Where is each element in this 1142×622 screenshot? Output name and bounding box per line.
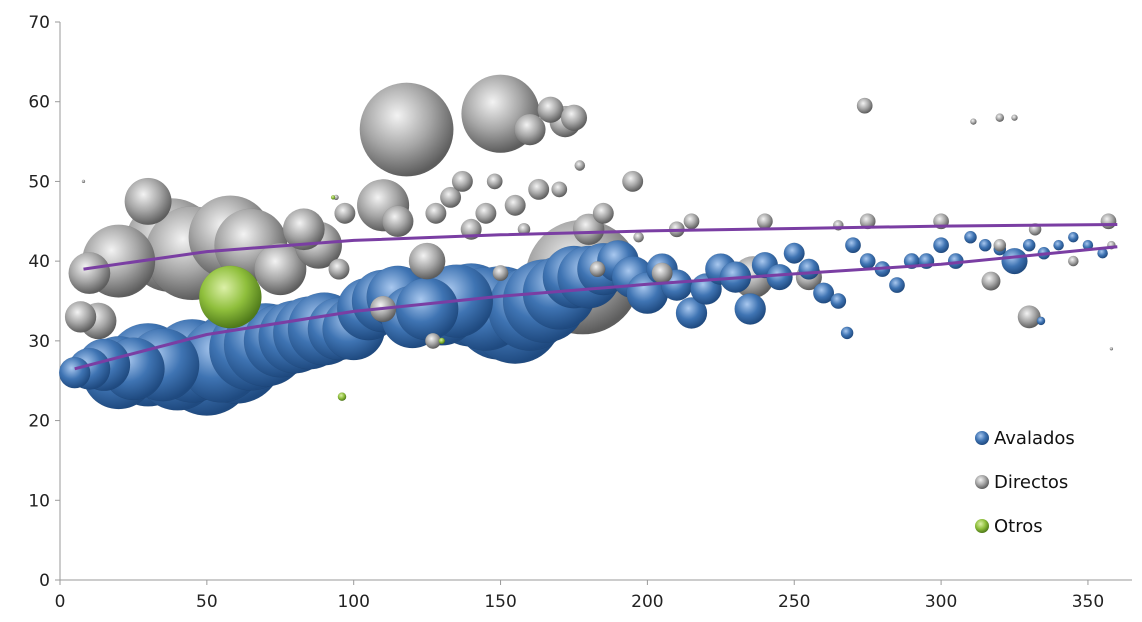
bubble-directos [282, 208, 325, 251]
x-tick-label: 150 [484, 592, 516, 612]
bubble-directos [514, 113, 546, 146]
x-tick-label: 350 [1072, 592, 1104, 612]
bubble-avalados [1053, 239, 1065, 251]
bubble-directos [492, 265, 509, 282]
bubble-directos [475, 202, 497, 224]
bubble-directos [560, 104, 588, 131]
bubble-directos [592, 202, 614, 224]
bubble-directos [551, 181, 568, 198]
bubble-avalados [888, 277, 906, 294]
bubble-directos [381, 205, 414, 238]
x-tick-label: 100 [337, 592, 369, 612]
x-tick-label: 300 [925, 592, 957, 612]
bubble-directos [537, 96, 564, 123]
legend-marker-avalados [975, 431, 989, 445]
bubble-avalados [978, 238, 992, 252]
bubble-avalados [1001, 247, 1028, 275]
bubble-directos [970, 118, 977, 125]
bubble-avalados [1036, 316, 1046, 326]
bubble-avalados [798, 258, 820, 280]
bubble-directos [64, 301, 97, 333]
bubble-avalados [1067, 231, 1079, 243]
bubble-otros [330, 195, 336, 200]
bubble-avalados [812, 282, 835, 304]
legend-label-otros: Otros [994, 516, 1043, 537]
y-tick-label: 20 [28, 412, 50, 432]
bubble-directos [622, 170, 644, 193]
x-tick-label: 200 [631, 592, 663, 612]
bubble-avalados [1022, 238, 1036, 252]
bubble-directos [425, 202, 447, 224]
bubble-directos [1109, 346, 1114, 351]
bubble-directos [756, 213, 773, 230]
bubble-directos [328, 258, 350, 280]
trendlines [74, 223, 1118, 371]
bubble-directos [589, 261, 606, 278]
bubble-directos [1100, 213, 1117, 230]
bubble-directos [124, 177, 172, 226]
bubble-avalados [734, 293, 767, 325]
bubble-directos [408, 242, 446, 280]
legend: Avalados Directos Otros [975, 428, 1075, 537]
trendline-avalados [74, 245, 1118, 371]
y-tick-label: 60 [28, 93, 50, 113]
y-tick-label: 50 [28, 172, 50, 192]
bubble-directos [572, 213, 605, 246]
bubble-directos [574, 160, 586, 171]
bubble-avalados [395, 277, 459, 341]
bubble-directos [859, 213, 876, 230]
legend-label-avalados: Avalados [994, 428, 1075, 449]
bubble-directos [981, 271, 1001, 291]
bubble-avalados [964, 230, 977, 244]
bubble-directos [651, 262, 673, 284]
y-tick-label: 70 [28, 13, 50, 33]
bubble-otros [337, 392, 347, 402]
bubble-directos [254, 242, 307, 296]
bubble-avalados [675, 297, 708, 329]
bubble-directos [451, 170, 474, 193]
trendline-directos [83, 223, 1118, 271]
bubble-directos [993, 238, 1007, 252]
legend-marker-otros [975, 519, 989, 533]
bubble-avalados [844, 237, 862, 254]
bubble-directos [334, 202, 356, 224]
bubble-otros [438, 337, 446, 345]
bubble-directos [439, 186, 462, 209]
bubble-avalados [840, 326, 854, 340]
x-tick-label: 250 [778, 592, 810, 612]
bubble-directos [68, 252, 111, 295]
y-tick-label: 0 [39, 571, 50, 591]
bubble-directos [81, 179, 86, 184]
bubble-avalados [58, 356, 91, 389]
bubble-avalados [933, 237, 950, 254]
x-tick-label: 50 [196, 592, 218, 612]
bubble-avalados [783, 242, 805, 264]
bubble-directos [528, 178, 550, 201]
bubble-directos [1011, 114, 1018, 122]
bubble-avalados [859, 253, 876, 270]
bubble-directos [359, 82, 454, 177]
bubble-directos [683, 213, 700, 230]
bubble-directos [856, 97, 873, 114]
bubble-avalados [766, 263, 793, 291]
y-tick-label: 30 [28, 332, 50, 352]
bubbles [58, 74, 1117, 416]
bubble-directos [486, 173, 503, 190]
bubble-directos [1017, 305, 1041, 329]
bubble-directos [1067, 255, 1079, 267]
y-tick-label: 10 [28, 491, 50, 511]
legend-marker-directos [975, 475, 989, 489]
bubble-avalados [830, 292, 847, 310]
axes: 0 10 20 30 40 50 60 70 0 50 100 150 200 250 300 350 [28, 13, 1132, 612]
bubble-otros [198, 265, 262, 329]
y-tick-label: 40 [28, 252, 50, 272]
legend-label-directos: Directos [994, 472, 1068, 493]
bubble-directos [504, 194, 526, 216]
bubble-directos [995, 113, 1005, 123]
bubble-directos [633, 231, 645, 243]
x-tick-label: 0 [55, 592, 66, 612]
